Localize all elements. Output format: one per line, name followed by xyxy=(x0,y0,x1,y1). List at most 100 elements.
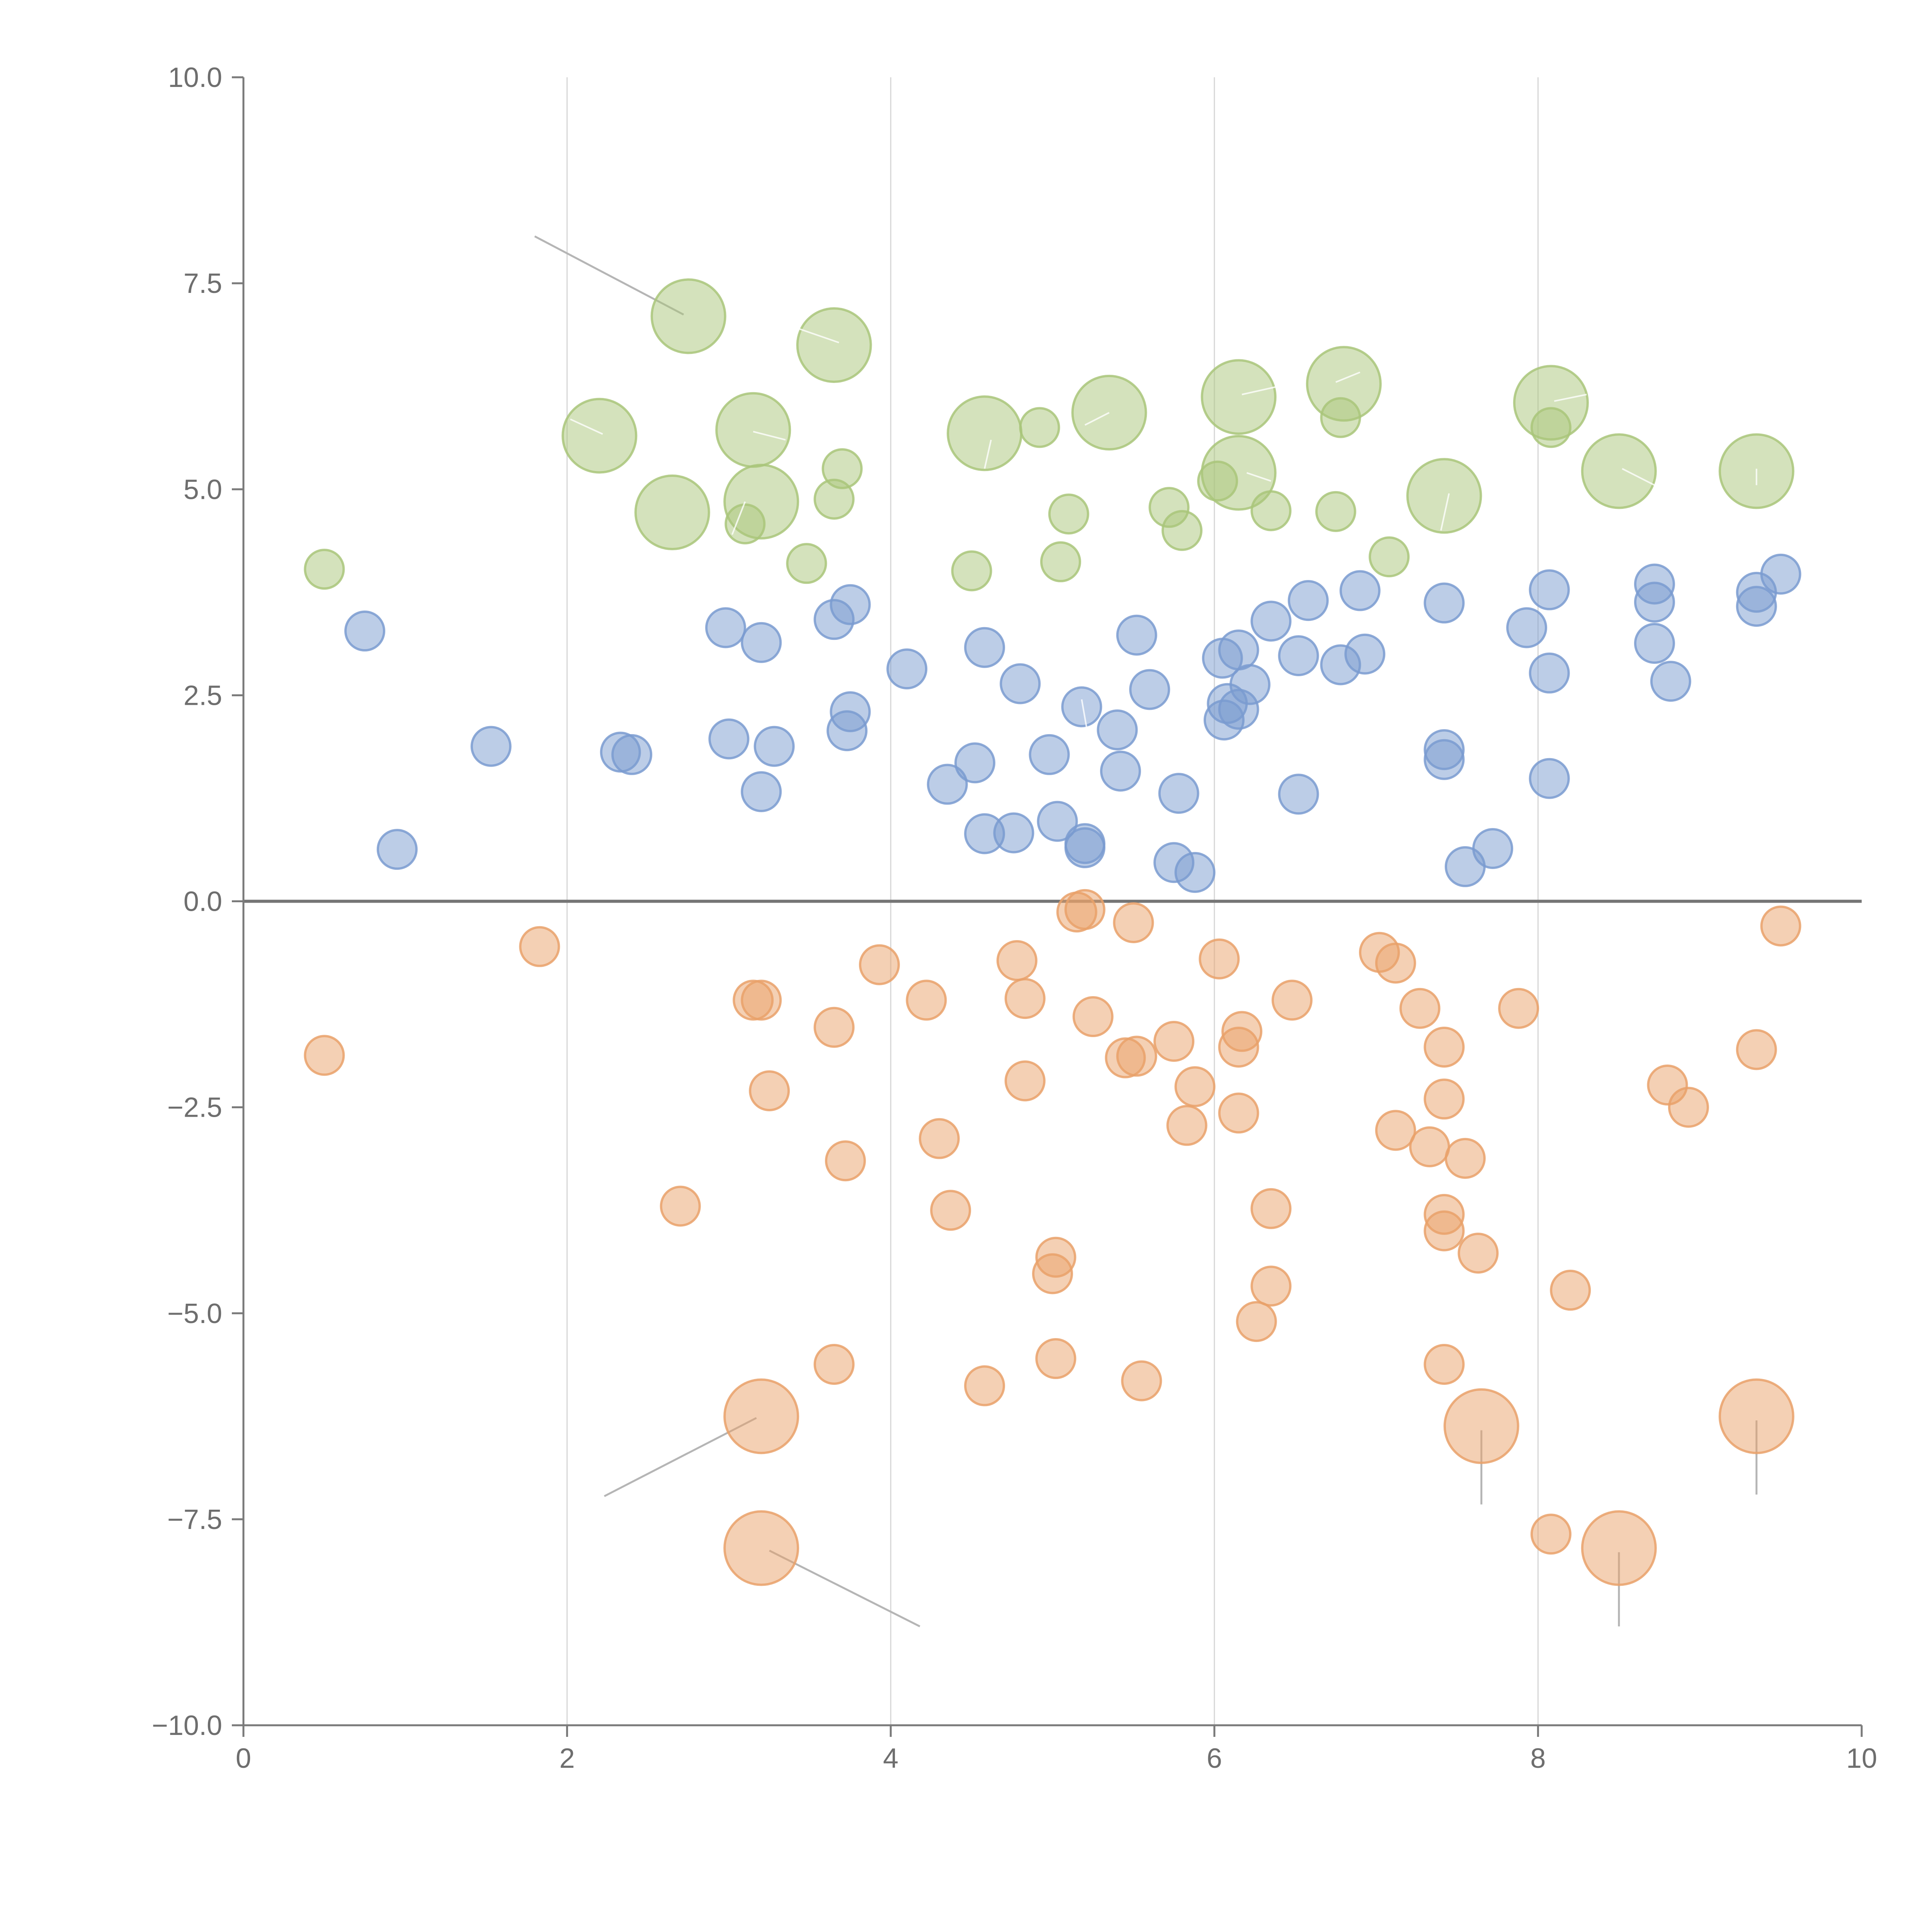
blue-point-13 xyxy=(830,584,871,625)
blue-point-19 xyxy=(993,812,1034,854)
leader-line-light-3 xyxy=(1335,371,1361,383)
blue-point-12 xyxy=(830,691,871,733)
orange-point-21 xyxy=(1035,1338,1077,1379)
blue-point-52 xyxy=(1529,569,1570,611)
blue-point-46 xyxy=(1423,582,1465,624)
orange-point-2 xyxy=(660,1185,701,1227)
y-tick-label-4: 0.0 xyxy=(184,886,222,917)
leader-line-light-11 xyxy=(731,501,746,535)
orange-point-10 xyxy=(825,1140,866,1182)
blue-point-38 xyxy=(1229,664,1270,705)
green-point-9 xyxy=(796,307,872,383)
blue-point-23 xyxy=(1061,686,1102,728)
orange-point-15 xyxy=(964,1365,1005,1406)
y-tick-label-5: 2.5 xyxy=(184,680,222,711)
blue-point-45 xyxy=(1344,633,1386,675)
leader-line-light-10 xyxy=(753,431,786,441)
blue-point-57 xyxy=(1634,623,1675,664)
green-point-13 xyxy=(1019,407,1060,448)
y-tick-label-8: 10.0 xyxy=(168,62,222,93)
blue-point-2 xyxy=(470,726,512,767)
x-tick-label-1: 2 xyxy=(560,1743,575,1774)
orange-point-29 xyxy=(1153,1021,1195,1062)
series-orange xyxy=(304,889,1801,1586)
green-point-5 xyxy=(715,392,791,468)
orange-point-55 xyxy=(1550,1270,1591,1311)
blue-point-1 xyxy=(376,829,418,870)
blue-point-21 xyxy=(1029,734,1070,775)
orange-point-46 xyxy=(1423,1078,1465,1120)
x-tick-label-4: 8 xyxy=(1530,1743,1546,1774)
orange-point-23 xyxy=(1064,889,1105,930)
blue-point-18 xyxy=(964,627,1005,668)
orange-point-52 xyxy=(1443,1388,1519,1464)
green-point-3 xyxy=(650,278,726,354)
orange-point-37 xyxy=(1250,1188,1292,1229)
tick-layer: 0 2 4 6 8 10 −10.0 −7.5 −5.0 −2.5 0.0 2.5 5.0 7.5 10.0 xyxy=(152,62,1877,1774)
blue-point-44 xyxy=(1339,570,1381,611)
orange-point-53 xyxy=(1498,988,1539,1029)
y-tick-label-0: −10.0 xyxy=(152,1710,222,1741)
orange-point-20 xyxy=(1035,1236,1077,1278)
y-tick-label-7: 7.5 xyxy=(184,268,222,299)
orange-point-27 xyxy=(1116,1036,1157,1077)
orange-point-51 xyxy=(1458,1233,1499,1274)
green-point-18 xyxy=(1162,510,1203,551)
blue-point-54 xyxy=(1529,758,1570,799)
orange-point-0 xyxy=(304,1035,345,1076)
x-tick-label-3: 6 xyxy=(1207,1743,1222,1774)
green-point-15 xyxy=(1048,493,1089,535)
orange-point-49 xyxy=(1423,1344,1465,1385)
orange-point-45 xyxy=(1423,1026,1465,1068)
leader-line-light-8 xyxy=(1440,493,1450,531)
orange-point-7 xyxy=(749,1070,790,1111)
orange-point-12 xyxy=(906,980,947,1021)
orange-point-28 xyxy=(1121,1360,1162,1401)
y-tick-label-3: −2.5 xyxy=(167,1092,222,1123)
blue-point-48 xyxy=(1423,739,1465,780)
blue-point-22 xyxy=(1037,801,1078,842)
orange-point-1 xyxy=(519,926,560,967)
orange-point-42 xyxy=(1375,1110,1416,1151)
orange-point-48 xyxy=(1423,1210,1465,1252)
orange-point-4 xyxy=(741,980,782,1021)
blue-point-53 xyxy=(1529,652,1570,694)
blue-point-7 xyxy=(741,622,782,663)
blue-point-42 xyxy=(1287,580,1329,621)
leader-line-light-9 xyxy=(1246,472,1272,482)
green-point-21 xyxy=(1201,435,1277,511)
blue-point-32 xyxy=(1174,852,1216,893)
green-point-7 xyxy=(786,543,827,584)
orange-point-26 xyxy=(1113,902,1154,943)
orange-point-24 xyxy=(1072,996,1114,1037)
leader-line-light-12 xyxy=(1081,699,1089,737)
blue-point-58 xyxy=(1650,661,1691,702)
green-point-2 xyxy=(634,474,710,550)
series-blue xyxy=(344,553,1801,893)
orange-point-30 xyxy=(1166,1105,1208,1146)
blue-point-16 xyxy=(954,742,995,784)
blue-point-36 xyxy=(1218,629,1259,671)
green-point-20 xyxy=(1201,359,1277,435)
leader-line-light-4 xyxy=(1242,384,1283,395)
leader-line-light-0 xyxy=(793,326,839,344)
green-point-29 xyxy=(1530,407,1571,448)
orange-point-35 xyxy=(1221,1011,1262,1052)
orange-point-43 xyxy=(1399,988,1440,1029)
blue-point-28 xyxy=(1116,614,1157,656)
orange-point-6 xyxy=(723,1510,799,1586)
orange-point-59 xyxy=(1736,1029,1777,1070)
leader-line-light-5 xyxy=(1554,394,1587,402)
orange-point-13 xyxy=(918,1118,960,1159)
blue-point-20 xyxy=(1000,663,1041,704)
blue-point-51 xyxy=(1506,607,1548,648)
blue-point-27 xyxy=(1100,750,1141,792)
green-point-26 xyxy=(1369,536,1410,578)
green-point-11 xyxy=(951,550,992,592)
blue-point-56 xyxy=(1634,582,1675,623)
blue-point-60 xyxy=(1736,586,1777,627)
orange-point-32 xyxy=(1199,938,1240,980)
blue-point-6 xyxy=(708,718,750,760)
green-point-23 xyxy=(1315,491,1356,532)
